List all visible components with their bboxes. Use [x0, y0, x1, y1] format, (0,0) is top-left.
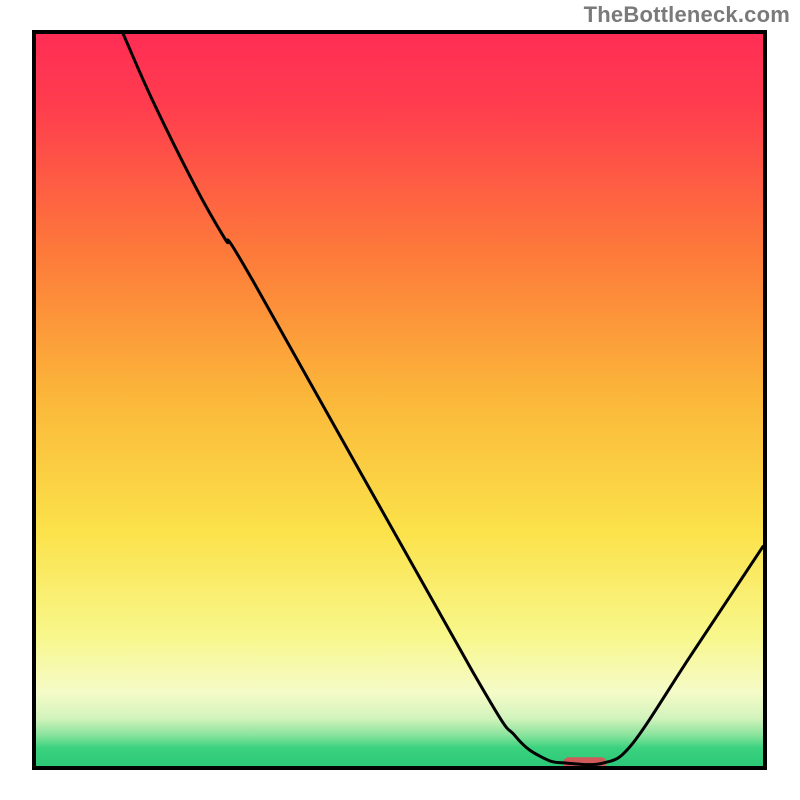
chart-svg [32, 30, 767, 770]
watermark-text: TheBottleneck.com [584, 2, 790, 28]
chart-container: TheBottleneck.com [0, 0, 800, 800]
chart-background [36, 34, 763, 766]
plot-frame [32, 30, 767, 770]
